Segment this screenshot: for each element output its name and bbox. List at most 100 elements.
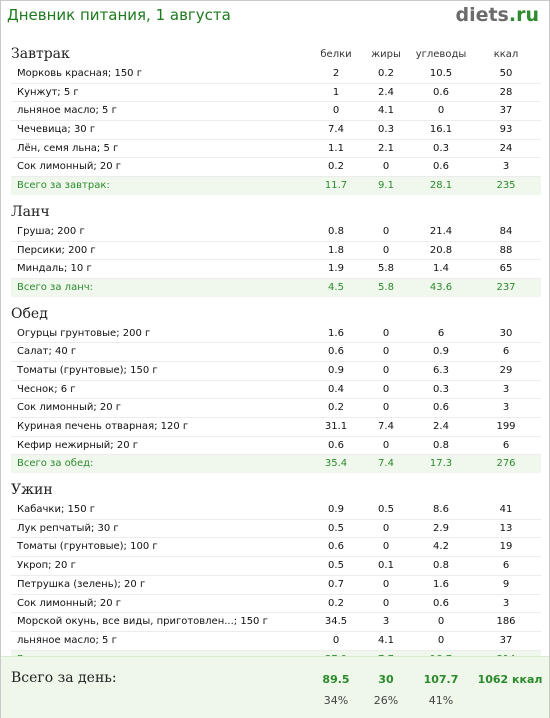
- food-kcal: 37: [499, 634, 513, 646]
- meal-section-header: Ужин: [1, 479, 549, 501]
- food-carbs: 6.3: [433, 364, 449, 376]
- food-protein: 0.9: [328, 504, 344, 516]
- meal-title: Ланч: [11, 203, 50, 220]
- food-name: Кунжут; 5 г: [17, 86, 79, 98]
- food-fat: 5.8: [378, 263, 394, 275]
- food-carbs: 0.6: [433, 86, 449, 98]
- food-protein: 1.6: [328, 327, 344, 339]
- food-protein: 0.5: [328, 522, 344, 534]
- meal-total-fat: 5.8: [378, 281, 394, 293]
- food-kcal: 30: [499, 327, 513, 339]
- column-header-kcal: ккал: [493, 49, 519, 60]
- food-row: Сок лимонный; 20 г 0.2 0 0.6 3: [11, 399, 541, 418]
- food-fat: 0: [382, 364, 390, 376]
- food-kcal: 37: [499, 105, 513, 117]
- food-row: Груша; 200 г 0.8 0 21.4 84: [11, 223, 541, 242]
- meal-total-row: Всего за завтрак: 11.7 9.1 28.1 235: [11, 177, 541, 195]
- meal-total-protein: 35.4: [324, 458, 348, 470]
- food-kcal: 3: [502, 402, 510, 414]
- food-row: льняное масло; 5 г 0 4.1 0 37: [11, 102, 541, 122]
- day-total-protein: 89.5: [322, 673, 350, 686]
- food-name: льняное масло; 5 г: [17, 634, 117, 646]
- meal-total-label: Всего за завтрак:: [17, 180, 110, 192]
- food-fat: 7.4: [378, 421, 394, 432]
- site-logo[interactable]: diets.ru: [455, 4, 539, 26]
- food-fat: 0: [382, 402, 390, 414]
- food-fat: 3: [382, 616, 390, 628]
- food-carbs: 1.4: [433, 263, 449, 275]
- food-protein: 0.2: [328, 402, 344, 414]
- food-protein: 0.9: [328, 364, 344, 376]
- food-fat: 0: [382, 439, 390, 451]
- food-protein: 1.1: [328, 142, 344, 154]
- food-kcal: 50: [499, 68, 513, 79]
- food-carbs: 4.2: [433, 541, 449, 553]
- meal-total-carbs: 43.6: [429, 281, 453, 293]
- food-row: Кунжут; 5 г 1 2.4 0.6 28: [11, 84, 541, 103]
- meal-total-fat: 7.4: [378, 458, 394, 470]
- meal-total-row: Всего за ланч: 4.5 5.8 43.6 237: [11, 278, 541, 297]
- food-protein: 0: [332, 634, 340, 646]
- food-name: Огурцы грунтовые; 200 г: [17, 327, 151, 339]
- food-row: Куриная печень отварная; 120 г 31.1 7.4 2.4…: [11, 418, 541, 437]
- meal-section-header: Завтрак белки жиры углеводы ккал: [1, 43, 549, 65]
- food-carbs: 0.6: [433, 402, 449, 414]
- food-row: Салат; 40 г 0.6 0 0.9 6: [11, 343, 541, 362]
- food-fat: 0.1: [378, 560, 394, 572]
- food-kcal: 186: [496, 616, 516, 628]
- food-row: Кефир нежирный; 20 г 0.6 0 0.8 6: [11, 437, 541, 456]
- food-row: Лук репчатый; 30 г 0.5 0 2.9 13: [11, 520, 541, 539]
- food-name: Томаты (грунтовые); 100 г: [17, 541, 158, 553]
- food-fat: 0: [382, 541, 390, 553]
- food-name: Персики; 200 г: [17, 244, 96, 256]
- food-fat: 0: [382, 346, 390, 358]
- meal-section-header: Ланч: [1, 201, 549, 223]
- food-name: Салат; 40 г: [17, 346, 77, 358]
- food-name: Куриная печень отварная; 120 г: [17, 421, 189, 432]
- food-protein: 0.8: [328, 225, 344, 237]
- day-fat-percent: 26%: [373, 694, 399, 707]
- food-row: Петрушка (зелень); 20 г 0.7 0 1.6 9: [11, 576, 541, 595]
- food-fat: 0: [382, 383, 390, 395]
- food-kcal: 28: [499, 86, 513, 98]
- food-kcal: 6: [502, 346, 510, 358]
- food-fat: 4.1: [378, 634, 394, 646]
- food-name: Кефир нежирный; 20 г: [17, 439, 139, 451]
- food-row: Томаты (грунтовые); 100 г 0.6 0 4.2 19: [11, 538, 541, 558]
- food-protein: 0.2: [328, 597, 344, 609]
- food-row: Укроп; 20 г 0.5 0.1 0.8 6: [11, 557, 541, 576]
- food-row: льняное масло; 5 г 0 4.1 0 37: [11, 632, 541, 651]
- food-fat: 0.2: [378, 68, 394, 79]
- meal-total-carbs: 17.3: [429, 458, 453, 470]
- food-name: Морской окунь, все виды, приготовлен...;…: [17, 616, 268, 628]
- food-carbs: 0.9: [433, 346, 449, 358]
- food-kcal: 65: [499, 263, 513, 275]
- food-kcal: 13: [499, 522, 513, 534]
- food-kcal: 3: [502, 597, 510, 609]
- day-carbs-percent: 41%: [428, 694, 454, 707]
- food-carbs: 20.8: [429, 244, 453, 256]
- food-fat: 4.1: [378, 105, 394, 117]
- food-name: Лук репчатый; 30 г: [17, 522, 119, 534]
- food-protein: 31.1: [324, 421, 348, 432]
- food-kcal: 19: [499, 541, 513, 553]
- food-protein: 2: [332, 68, 340, 79]
- food-carbs: 0.3: [433, 383, 449, 395]
- food-kcal: 41: [499, 504, 513, 516]
- food-fat: 0: [382, 597, 390, 609]
- meal-total-kcal: 235: [496, 180, 516, 192]
- food-fat: 2.4: [378, 86, 394, 98]
- meal-total-kcal: 237: [496, 281, 516, 293]
- meal-total-kcal: 276: [496, 458, 516, 470]
- meal-total-carbs: 28.1: [429, 180, 453, 192]
- food-fat: 2.1: [378, 142, 394, 154]
- food-carbs: 2.9: [433, 522, 449, 534]
- food-kcal: 88: [499, 244, 513, 256]
- food-carbs: 0: [437, 105, 445, 117]
- food-row: Миндаль; 10 г 1.9 5.8 1.4 65: [11, 260, 541, 279]
- food-kcal: 6: [502, 439, 510, 451]
- food-row: Лён, семя льна; 5 г 1.1 2.1 0.3 24: [11, 140, 541, 159]
- food-protein: 0.5: [328, 560, 344, 572]
- food-carbs: 16.1: [429, 124, 453, 136]
